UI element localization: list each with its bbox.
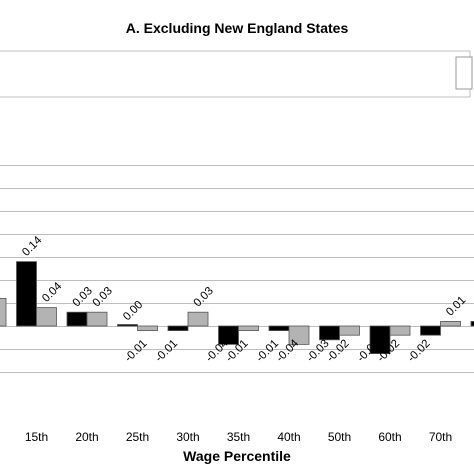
bar-25th-s1 xyxy=(117,324,138,327)
x-tick-label: 20th xyxy=(75,430,98,444)
x-tick-label: 40th xyxy=(277,430,300,444)
data-label: 0.14 xyxy=(20,234,45,259)
gridlines xyxy=(0,165,474,373)
bar-20th-s1 xyxy=(66,311,88,327)
data-label: 0.03 xyxy=(91,285,115,309)
bar-30th-s1 xyxy=(167,325,189,331)
bar-15th-s1 xyxy=(16,261,37,327)
x-axis-label: Wage Percentile xyxy=(183,448,291,464)
bars xyxy=(0,261,474,355)
bar-40th-s2 xyxy=(288,325,310,345)
data-labels: 0.050.140.040.030.030.00-0.01-0.010.03-0… xyxy=(20,234,468,365)
data-label: -0.01 xyxy=(153,338,180,365)
x-tick-label: 50th xyxy=(328,430,351,444)
bar-50th-s2 xyxy=(339,325,360,336)
x-tick-label: 35th xyxy=(227,430,250,444)
legend xyxy=(0,50,473,98)
data-label: 0.03 xyxy=(192,285,216,309)
bar-20th-s2 xyxy=(86,311,108,327)
legend-swatch xyxy=(455,56,473,90)
bar-70th-s2 xyxy=(440,320,461,327)
x-tick-label: 25th xyxy=(126,430,149,444)
data-label: -0.02 xyxy=(325,338,352,365)
x-tick-label: 15th xyxy=(25,430,48,444)
x-tick-label: 60th xyxy=(378,430,401,444)
x-tick-label: 70th xyxy=(429,430,452,444)
data-label: -0.01 xyxy=(123,338,150,365)
bar-35th-s2 xyxy=(238,325,259,331)
bar-60th-s2 xyxy=(389,325,411,336)
bar-10th-s2 xyxy=(0,297,7,327)
chart-title: A. Excluding New England States xyxy=(126,20,349,36)
data-label: -0.01 xyxy=(254,338,281,365)
bar-70th-s1 xyxy=(420,325,441,336)
data-label: 0.03 xyxy=(71,285,95,309)
bar-15th-s2 xyxy=(36,307,57,327)
data-label: 0.01 xyxy=(444,294,468,318)
data-label: -0.02 xyxy=(406,338,433,365)
data-label: 0.00 xyxy=(121,299,145,323)
x-tick-labels: 10th15th20th25th30th35th40th50th60th70th… xyxy=(25,430,452,444)
data-label: 0.04 xyxy=(40,280,65,305)
bar-40th-s1 xyxy=(268,325,290,331)
x-tick-label: 30th xyxy=(176,430,199,444)
bar-60th-s1 xyxy=(369,325,391,355)
bar-35th-s1 xyxy=(218,325,239,345)
bar-30th-s2 xyxy=(187,311,209,327)
bar-80th-s1 xyxy=(470,320,474,327)
bar-25th-s2 xyxy=(137,325,158,331)
